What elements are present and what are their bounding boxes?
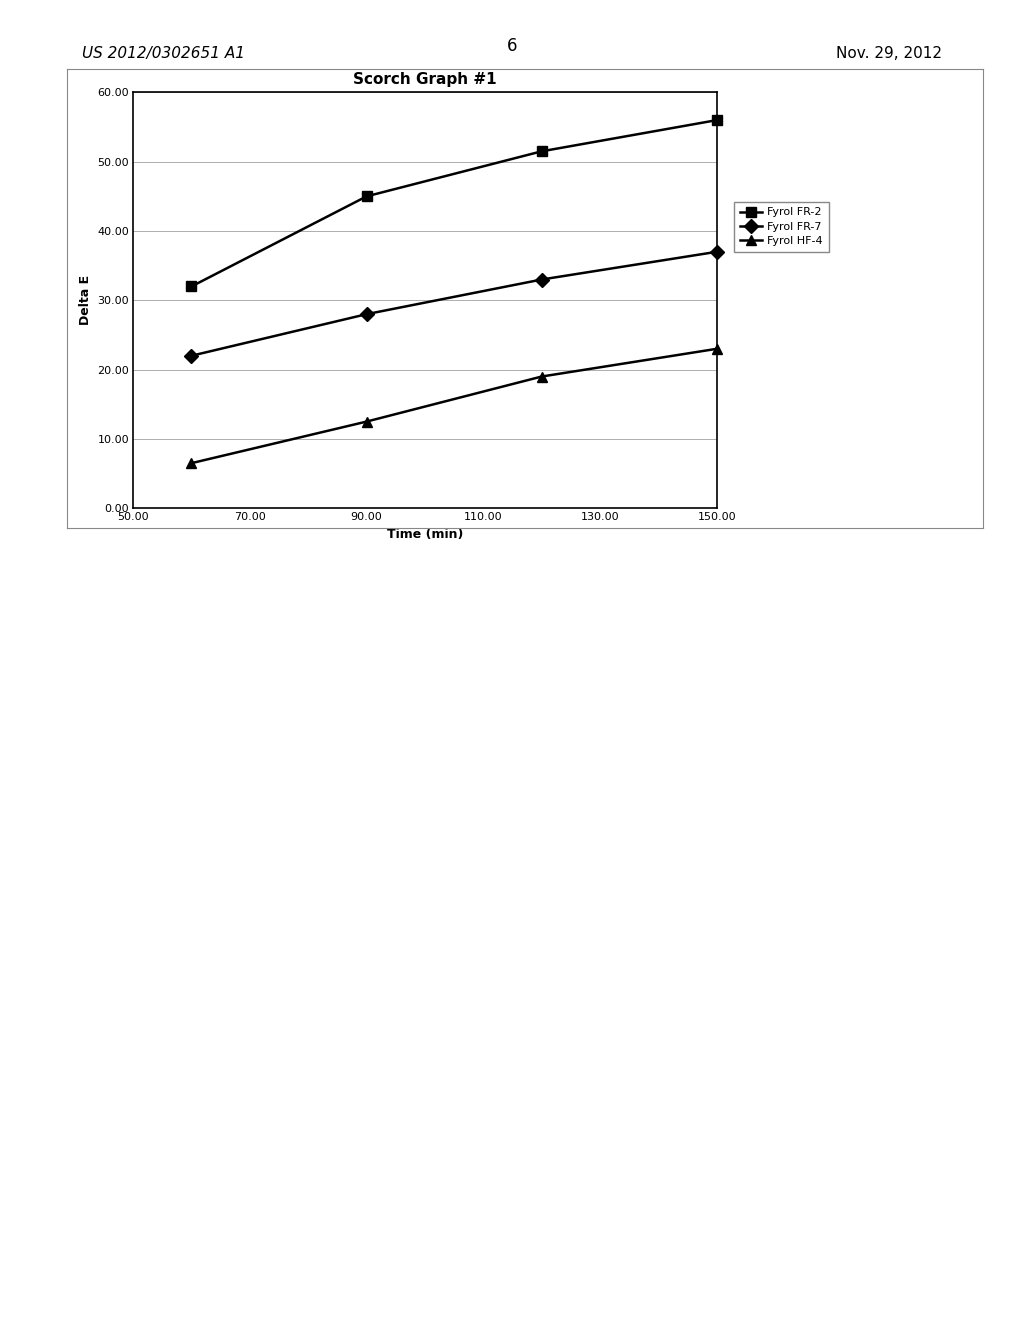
Fyrol HF-4 <box>536 368 548 384</box>
X-axis label: Time (min): Time (min) <box>387 528 463 541</box>
Fyrol FR-7 <box>185 347 198 363</box>
Text: Nov. 29, 2012: Nov. 29, 2012 <box>836 46 942 61</box>
Fyrol FR-7 <box>711 244 723 260</box>
Fyrol FR-2 <box>711 112 723 128</box>
Line: Fyrol FR-7: Fyrol FR-7 <box>186 247 722 360</box>
Fyrol HF-4 <box>360 413 373 429</box>
Fyrol FR-2 <box>185 279 198 294</box>
Text: 6: 6 <box>507 37 517 55</box>
Fyrol FR-7 <box>536 272 548 288</box>
Y-axis label: Delta E: Delta E <box>79 276 91 325</box>
Fyrol FR-7 <box>360 306 373 322</box>
Fyrol FR-2 <box>536 144 548 160</box>
Legend: Fyrol FR-2, Fyrol FR-7, Fyrol HF-4: Fyrol FR-2, Fyrol FR-7, Fyrol HF-4 <box>734 202 828 252</box>
Fyrol HF-4 <box>185 455 198 471</box>
Title: Scorch Graph #1: Scorch Graph #1 <box>353 73 497 87</box>
Line: Fyrol FR-2: Fyrol FR-2 <box>186 115 722 292</box>
Line: Fyrol HF-4: Fyrol HF-4 <box>186 345 722 469</box>
Text: US 2012/0302651 A1: US 2012/0302651 A1 <box>82 46 245 61</box>
Fyrol HF-4 <box>711 341 723 356</box>
Fyrol FR-2 <box>360 189 373 205</box>
